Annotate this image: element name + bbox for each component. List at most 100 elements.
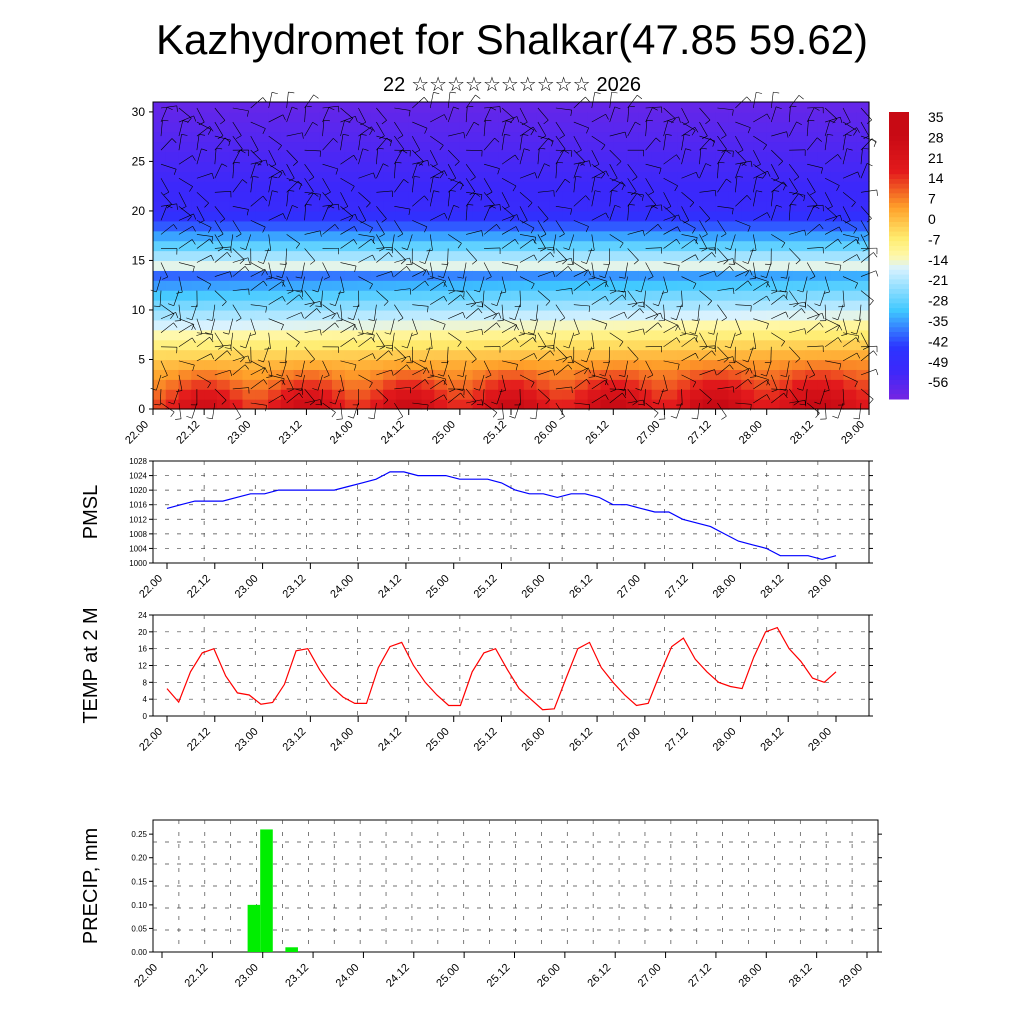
field-cell [843,171,857,182]
wind-barb [573,220,589,227]
wind-barb-flag [586,127,589,134]
wind-barb [681,254,696,263]
field-cell [600,131,614,143]
field-cell [178,389,192,400]
field-cell [779,220,793,232]
field-cell [856,349,870,361]
field-cell [485,329,499,341]
field-cell [383,102,397,113]
field-cell [332,270,346,281]
wind-barb [842,206,851,221]
wind-barb [609,311,625,319]
temp-tick-label: 26.00 [519,726,547,754]
wind-barb [627,308,641,319]
field-cell [753,270,768,281]
wind-barb [465,204,468,221]
field-cell [574,329,589,341]
field-cell [191,270,205,281]
wind-barb [178,360,195,366]
field-cell [562,102,576,113]
wind-barb [178,134,182,151]
field-cell [332,181,346,192]
wind-barb-flag [379,346,385,350]
field-cell [626,250,640,262]
wind-barb-flag [650,204,656,209]
field-cell [664,399,678,410]
wind-barb [807,247,824,249]
precip-tick-label: 25.00 [434,962,462,990]
field-cell [511,389,525,400]
wind-barb [717,149,734,152]
wind-barb [160,120,163,137]
field-cell [485,250,499,262]
wind-barb [860,206,872,219]
wind-barb [860,220,870,235]
field-cell [574,151,589,163]
pmsl-tick-label: 27.00 [615,573,643,601]
wind-barb-flag [782,184,787,191]
wind-barb-flag [735,333,742,336]
wind-barb [717,162,719,179]
wind-barb-flag [282,114,286,121]
wind-barb [771,311,786,319]
wind-barb-flag [786,291,788,298]
wind-barb-flag [783,392,788,399]
field-cell [293,191,308,202]
field-cell [741,220,755,232]
wind-barb-flag [723,260,729,265]
field-cell [191,389,205,400]
field-cell [638,131,653,143]
wind-barb-flag [605,394,609,400]
wind-barb [694,318,700,335]
field-cell [459,359,474,370]
field-cell [766,300,781,311]
wind-barb-flag [372,236,375,243]
wind-barb [519,238,534,249]
field-cell [191,210,205,222]
wind-barb-flag [198,121,205,126]
wind-barb-flag [328,204,334,209]
field-cell [434,220,448,232]
wind-barb [645,106,662,109]
wind-barb-flag [746,96,752,102]
field-cell [792,111,806,123]
field-cell [332,220,346,232]
field-cell [587,210,602,222]
field-cell [830,309,845,321]
wind-barb [322,360,330,376]
field-cell [779,171,793,182]
wind-barb [358,107,367,123]
wind-barb-flag [271,176,278,179]
field-cell [447,210,461,222]
field-cell [306,121,320,133]
field-cell [204,329,218,341]
field-cell [408,290,423,301]
field-cell [587,359,602,370]
wind-barb [568,332,575,349]
field-cell [229,102,244,113]
field-cell [229,161,244,172]
wind-barb [250,121,266,129]
field-cell [715,171,729,182]
field-cell [268,389,282,400]
wind-barb [535,402,539,419]
wind-barb [448,332,462,343]
field-cell [191,290,205,301]
wind-barb-flag [419,359,426,363]
field-cell [613,280,627,291]
wind-barb [412,360,427,369]
field-cell [626,389,640,400]
wind-barb-flag [605,212,609,219]
wind-barb-flag [527,202,533,208]
field-cell [753,111,768,123]
wind-barb [537,135,554,141]
field-cell [677,270,691,281]
field-cell [293,359,308,370]
wind-barb-flag [298,294,303,300]
field-cell [664,270,678,281]
wind-barb-flag [667,120,674,123]
wind-barb [806,262,816,277]
wind-barb [681,234,698,238]
field-cell [817,191,832,202]
field-cell [664,359,678,370]
